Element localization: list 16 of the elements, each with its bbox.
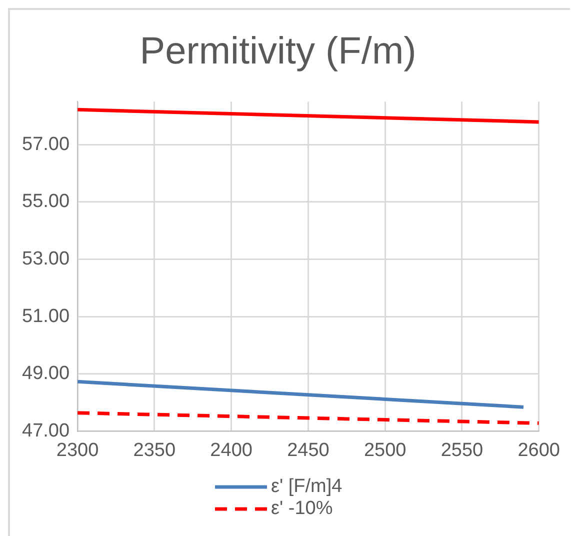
x-tick-label: 2350: [133, 440, 176, 461]
y-tick-label: 55.00: [22, 191, 70, 212]
y-tick-label: 51.00: [22, 306, 70, 327]
x-tick-label: 2550: [440, 440, 484, 461]
y-tick-label: 57.00: [22, 134, 70, 155]
x-tick-label: 2600: [518, 440, 560, 461]
x-tick-label: 2400: [210, 440, 252, 461]
x-tick-label: 2450: [287, 440, 330, 461]
chart-title: Permitivity (F/m): [140, 30, 416, 72]
y-tick-label: 53.00: [22, 248, 70, 270]
y-tick-label: 49.00: [22, 363, 70, 384]
x-tick-label: 2300: [56, 440, 99, 461]
y-tick-label: 47.00: [22, 420, 70, 442]
x-tick-label: 2500: [364, 440, 406, 461]
legend-label: ε' [F/m]4: [271, 476, 342, 498]
legend-label: ε' -10%: [271, 498, 333, 520]
